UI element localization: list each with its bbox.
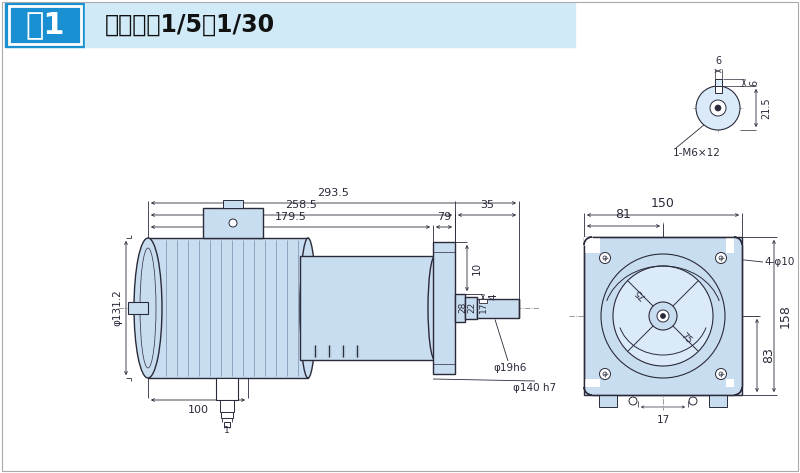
Bar <box>433 242 455 374</box>
Circle shape <box>715 253 726 263</box>
Text: 減速比、1/5～1/30: 減速比、1/5～1/30 <box>105 13 275 37</box>
Text: φ19h6: φ19h6 <box>494 363 526 373</box>
Bar <box>477 298 519 317</box>
Circle shape <box>689 397 697 405</box>
Text: 258.5: 258.5 <box>286 200 318 210</box>
Text: 4-φ10: 4-φ10 <box>764 257 794 267</box>
Circle shape <box>599 253 610 263</box>
Bar <box>128 302 148 314</box>
Circle shape <box>710 100 726 116</box>
Bar <box>85 3 575 47</box>
Circle shape <box>599 368 610 379</box>
Text: 10: 10 <box>472 262 482 274</box>
Circle shape <box>649 302 677 330</box>
Text: 1: 1 <box>224 426 230 435</box>
Circle shape <box>657 310 669 322</box>
Ellipse shape <box>134 238 162 378</box>
Circle shape <box>661 314 666 318</box>
Text: 293.5: 293.5 <box>318 188 350 198</box>
Text: 81: 81 <box>615 208 631 221</box>
Text: 150: 150 <box>651 197 675 210</box>
Circle shape <box>629 397 637 405</box>
Text: 17: 17 <box>479 301 488 313</box>
Bar <box>224 422 230 427</box>
Bar <box>203 208 263 238</box>
Bar <box>584 237 600 253</box>
Text: 6: 6 <box>715 56 721 66</box>
Text: 17: 17 <box>656 415 670 425</box>
Bar <box>300 256 435 360</box>
Text: 35: 35 <box>480 200 494 210</box>
Circle shape <box>613 266 713 366</box>
Bar <box>714 86 722 93</box>
Circle shape <box>715 105 721 111</box>
Circle shape <box>696 86 740 130</box>
Bar <box>455 294 465 322</box>
Text: 179.5: 179.5 <box>274 212 306 222</box>
Text: 4: 4 <box>488 293 498 299</box>
Text: 22: 22 <box>467 301 476 313</box>
Bar <box>479 298 487 303</box>
Text: 28: 28 <box>458 301 467 313</box>
Bar <box>216 378 238 400</box>
Text: 100: 100 <box>187 405 209 415</box>
Text: φ131.2: φ131.2 <box>112 289 122 326</box>
Text: φ140 h7: φ140 h7 <box>514 383 557 393</box>
Text: 図1: 図1 <box>26 10 65 40</box>
Text: 158: 158 <box>779 304 792 328</box>
Ellipse shape <box>300 238 316 378</box>
Text: 75: 75 <box>633 286 648 301</box>
Bar <box>726 237 734 253</box>
Text: 6: 6 <box>749 79 759 86</box>
Bar <box>5 3 85 47</box>
Text: 1-M6×12: 1-M6×12 <box>673 148 721 158</box>
Bar <box>220 400 234 412</box>
Circle shape <box>715 368 726 379</box>
Bar <box>465 297 477 319</box>
Text: 75: 75 <box>678 332 693 346</box>
Bar <box>714 79 722 86</box>
Text: 83: 83 <box>762 348 775 363</box>
Bar <box>726 379 734 387</box>
Text: 79: 79 <box>437 212 451 222</box>
Bar <box>599 395 617 407</box>
Bar <box>584 379 600 387</box>
Bar <box>709 395 727 407</box>
Bar <box>221 412 233 418</box>
Text: 21.5: 21.5 <box>761 97 771 119</box>
Bar <box>584 237 742 395</box>
Bar <box>148 238 308 378</box>
Ellipse shape <box>428 256 442 360</box>
Circle shape <box>229 219 237 227</box>
Bar <box>9 6 81 44</box>
Bar <box>223 200 243 208</box>
